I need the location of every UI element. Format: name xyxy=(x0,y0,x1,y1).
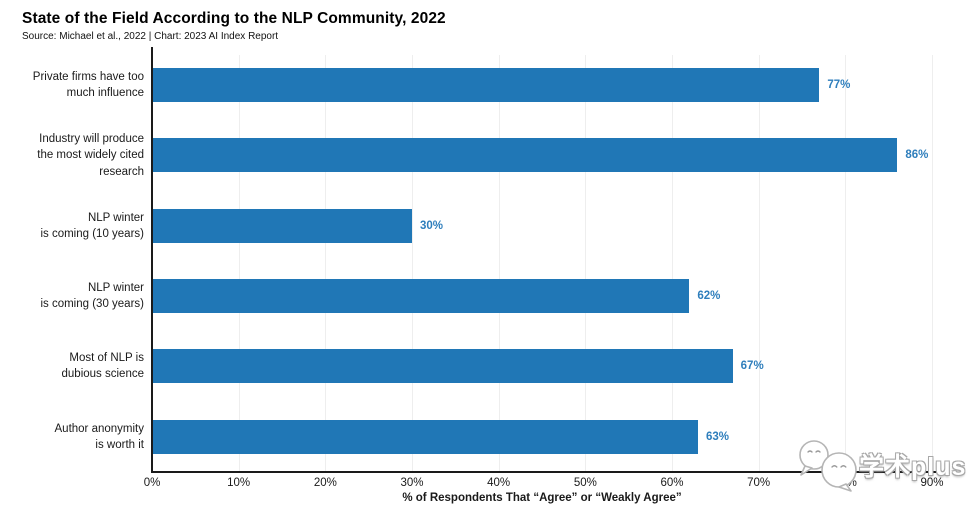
watermark-text: 学术plus xyxy=(859,453,967,481)
x-tick-label: 40% xyxy=(487,477,511,489)
category-label: Author anonymity is worth it xyxy=(54,422,145,451)
bar-track: 86% xyxy=(152,138,932,173)
bar-row: Industry will produce the most widely ci… xyxy=(0,120,975,190)
bar-track: 77% xyxy=(152,68,932,103)
bar-value-label: 63% xyxy=(706,430,730,443)
gridline xyxy=(845,55,847,472)
bar-value-label: 86% xyxy=(905,149,929,162)
category-label: Industry will produce the most widely ci… xyxy=(37,133,144,178)
x-tick-label: 70% xyxy=(747,477,771,489)
bar xyxy=(152,138,898,173)
bar xyxy=(152,68,820,103)
bar xyxy=(152,419,698,454)
bar xyxy=(152,279,690,314)
gridline xyxy=(671,55,673,472)
bar-value-label: 77% xyxy=(827,79,851,92)
x-tick-label: 90% xyxy=(920,477,944,489)
gridline xyxy=(498,55,500,472)
gridline xyxy=(585,55,587,472)
x-tick-label: 60% xyxy=(660,477,684,489)
gridlines xyxy=(152,55,933,472)
gridline xyxy=(411,55,413,472)
chart-title: State of the Field According to the NLP … xyxy=(22,10,446,27)
x-tick-label: 0% xyxy=(143,477,161,489)
category-label: Most of NLP is dubious science xyxy=(61,352,144,381)
bar-row: Author anonymity is worth it 63% xyxy=(0,402,975,472)
bar xyxy=(152,349,733,384)
bar-track: 67% xyxy=(152,349,932,384)
chart-source-caption: Source: Michael et al., 2022 | Chart: 20… xyxy=(22,31,279,42)
bar-row: NLP winter is coming (30 years) 62% xyxy=(0,261,975,331)
gridline xyxy=(932,55,933,472)
bar-row: Private firms have too much influence 77… xyxy=(0,50,975,120)
category-label: NLP winter is coming (30 years) xyxy=(40,282,144,311)
x-axis-title: % of Respondents That “Agree” or “Weakly… xyxy=(402,492,682,504)
bar-track: 30% xyxy=(152,208,932,243)
bar xyxy=(152,208,412,243)
x-tick-label: 30% xyxy=(400,477,424,489)
category-label: NLP winter is coming (10 years) xyxy=(40,211,144,240)
bar-value-label: 62% xyxy=(697,290,721,303)
gridline xyxy=(758,55,760,472)
x-tick-label: 10% xyxy=(227,477,251,489)
watermark: 学术plus xyxy=(793,438,966,492)
category-label: Private firms have too much influence xyxy=(32,71,144,100)
gridline xyxy=(325,55,327,472)
bar-value-label: 30% xyxy=(419,219,444,232)
x-tick-label: 50% xyxy=(573,477,597,489)
x-axis-ticks: 0%10%20%30%40%50%60%70%80%90% xyxy=(144,477,944,493)
bar-row: NLP winter is coming (10 years) 30% xyxy=(0,191,975,261)
y-axis-line xyxy=(151,47,153,473)
gridline xyxy=(238,55,240,472)
bar-rows: Private firms have too much influence 77… xyxy=(0,50,975,472)
x-axis-line xyxy=(151,471,948,473)
bar-value-label: 67% xyxy=(740,360,764,373)
bar-track: 62% xyxy=(152,279,932,314)
x-tick-label: 20% xyxy=(313,477,337,489)
bar-track: 63% xyxy=(152,419,932,454)
chat-bubbles-faces-icon xyxy=(799,440,857,492)
bar-row: Most of NLP is dubious science 67% xyxy=(0,331,975,401)
